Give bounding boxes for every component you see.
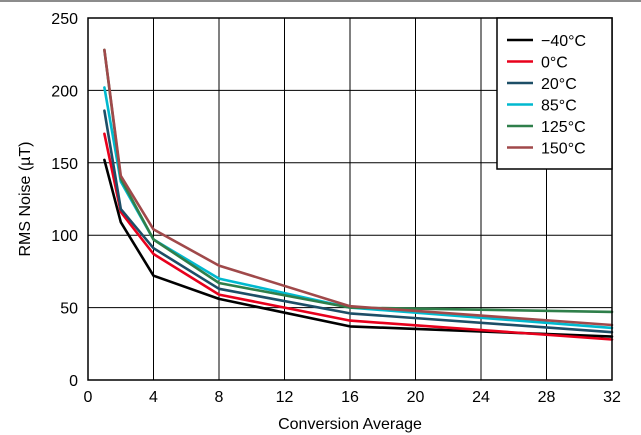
legend-label: 0°C: [541, 55, 568, 72]
y-tick-label: 200: [51, 83, 78, 100]
series-line: [103, 109, 614, 334]
x-tick-label: 20: [407, 389, 425, 406]
x-tick-label: 16: [341, 389, 359, 406]
x-tick-label: 4: [149, 389, 158, 406]
y-tick-labels: 0 50 100 150 200 250: [51, 11, 78, 390]
legend-box: [496, 17, 613, 170]
x-axis-title: Conversion Average: [278, 416, 422, 433]
x-tick-label: 28: [538, 389, 556, 406]
legend-label: 20°C: [541, 76, 577, 93]
legend: −40°C 0°C 20°C 85°C 125°C 150°C: [496, 17, 613, 170]
y-tick-label: 250: [51, 11, 78, 28]
x-tick-label: 32: [603, 389, 621, 406]
x-tick-label: 8: [215, 389, 224, 406]
y-tick-label: 150: [51, 156, 78, 173]
y-tick-label: 0: [69, 373, 78, 390]
top-divider: [0, 0, 641, 2]
x-tick-labels: 0 4 8 12 16 20 24 28 32: [84, 389, 621, 406]
y-tick-label: 100: [51, 228, 78, 245]
x-tick-label: 12: [276, 389, 294, 406]
series-line: [103, 158, 614, 338]
legend-label: 150°C: [541, 141, 586, 158]
y-tick-label: 50: [60, 301, 78, 318]
x-tick-label: 24: [472, 389, 490, 406]
legend-label: 125°C: [541, 119, 586, 136]
y-axis-title: RMS Noise (µT): [17, 142, 34, 257]
x-tick-label: 0: [84, 389, 93, 406]
legend-label: 85°C: [541, 98, 577, 115]
plot-frame: [87, 17, 613, 381]
series-line: [103, 48, 614, 327]
series-lines: [103, 48, 614, 341]
legend-label: −40°C: [541, 33, 586, 50]
